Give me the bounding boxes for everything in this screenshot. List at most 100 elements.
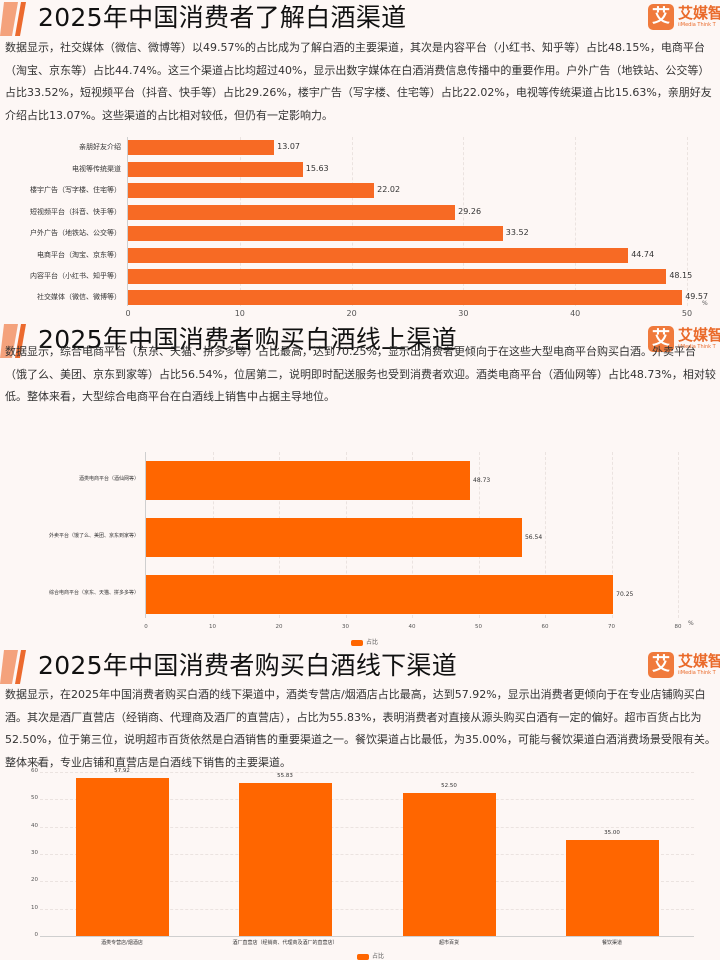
gridline — [40, 772, 694, 773]
x-tick-label: 40 — [408, 624, 416, 630]
value-label: 52.50 — [441, 782, 457, 789]
category-label: 超市百货 — [438, 940, 459, 946]
section-2-header: 2025年中国消费者购买白酒线上渠道 艾 艾媒智 iiMedia Think T — [0, 322, 720, 362]
section-1-title: 2025年中国消费者了解白酒渠道 — [38, 3, 407, 32]
value-label: 49.57 — [685, 292, 709, 301]
brand-subtitle: iiMedia Think T — [678, 344, 716, 350]
brand-logo: 艾 艾媒智 iiMedia Think T — [648, 326, 720, 356]
value-label: 22.02 — [377, 185, 401, 194]
category-label: 综合电商平台（京东、天猫、拼多多等） — [48, 590, 139, 597]
brand-name: 艾媒智 — [678, 326, 720, 344]
gridline — [40, 908, 694, 910]
brand-logo: 艾 艾媒智 iiMedia Think T — [648, 652, 720, 682]
bar — [128, 204, 456, 220]
x-tick-label: 20 — [275, 624, 283, 630]
section-2-title: 2025年中国消费者购买白酒线上渠道 — [38, 325, 458, 354]
bar — [128, 139, 275, 155]
gridline — [575, 137, 577, 306]
logo-icon: 艾 — [648, 4, 674, 30]
category-label: 户外广告（地铁站、公交等） — [30, 228, 121, 237]
legend-swatch-icon — [357, 953, 369, 960]
value-label: 70.25 — [616, 590, 634, 598]
chart-legend: 占比 — [351, 637, 378, 646]
x-tick-label: 40 — [570, 309, 581, 318]
value-label: 48.15 — [669, 271, 693, 280]
y-axis-unit: % — [37, 762, 43, 768]
category-label: 短视频平台（抖音、快手等） — [30, 207, 121, 216]
y-tick-label: 20 — [31, 877, 38, 884]
bar — [128, 247, 629, 263]
x-tick-label: 0 — [144, 624, 148, 630]
bar — [128, 161, 303, 177]
gridline — [463, 137, 465, 306]
value-label: 15.63 — [305, 164, 329, 173]
brand-logo: 艾 艾媒智 iiMedia Think T — [648, 4, 720, 34]
x-tick-label: 60 — [541, 624, 549, 630]
chart-legend: 占比 — [357, 951, 384, 960]
gridline — [678, 452, 679, 618]
value-label: 13.07 — [277, 142, 301, 151]
x-tick-label: 50 — [475, 624, 482, 630]
x-tick-label: 10 — [209, 624, 216, 630]
bar — [128, 289, 683, 305]
category-label: 外卖平台（饿了么、美团、京东到家等） — [48, 533, 139, 540]
category-label: 电视等传统渠道 — [72, 164, 121, 173]
value-label: 35.00 — [604, 830, 620, 837]
section-3-header: 2025年中国消费者购买白酒线下渠道 艾 艾媒智 iiMedia Think T — [0, 648, 720, 688]
bar — [146, 460, 471, 500]
x-tick-label: 30 — [342, 624, 349, 630]
x-tick-label: 80 — [674, 624, 682, 630]
gridline — [40, 799, 694, 801]
brand-subtitle: iiMedia Think T — [678, 22, 716, 28]
title-slash-icon — [0, 324, 26, 358]
x-tick-label: 50 — [681, 309, 693, 318]
brand-name: 艾媒智 — [678, 652, 720, 670]
x-tick-label: 30 — [458, 309, 469, 318]
unit-label: % — [688, 620, 694, 627]
gridline — [40, 881, 694, 883]
brand-name: 艾媒智 — [678, 4, 720, 22]
gridline — [611, 452, 613, 618]
x-tick-label: 70 — [608, 624, 615, 630]
bar — [402, 792, 496, 936]
legend-label: 占比 — [366, 639, 379, 646]
category-label: 内容平台（小红书、知乎等） — [30, 271, 121, 280]
value-label: 57.92 — [114, 767, 130, 774]
unit-label: % — [702, 300, 708, 307]
logo-icon: 艾 — [648, 652, 674, 678]
y-tick-label: 40 — [31, 822, 38, 829]
logo-icon: 艾 — [648, 326, 674, 352]
value-label: 56.54 — [524, 533, 543, 541]
legend-swatch-icon — [351, 639, 363, 646]
bar — [238, 783, 332, 936]
x-tick-label: 0 — [125, 309, 131, 318]
section-3-description: 数据显示，在2025年中国消费者购买白酒的线下渠道中，酒类专营店/烟酒店占比最高… — [5, 688, 716, 769]
category-label: 电商平台（淘宝、京东等） — [37, 250, 121, 259]
value-label: 33.52 — [505, 228, 529, 237]
bar — [146, 517, 522, 557]
legend-label: 占比 — [372, 953, 385, 960]
section-2-description: 数据显示，综合电商平台（京东、天猫、拼多多等）占比最高，达到70.25%，显示出… — [5, 345, 716, 403]
x-axis-line — [40, 936, 694, 937]
title-slash-icon — [0, 2, 26, 36]
category-label: 社交媒体（微信、微博等） — [37, 292, 121, 301]
gridline — [239, 137, 241, 306]
y-tick-label: 60 — [31, 768, 38, 774]
section-3-title: 2025年中国消费者购买白酒线下渠道 — [38, 651, 458, 680]
bar — [565, 840, 659, 936]
section-1-description: 数据显示，社交媒体（微信、微博等）以49.57%的占比成为了解白酒的主要渠道，其… — [5, 41, 712, 122]
bar — [128, 182, 375, 198]
category-label: 酒厂直营店（经销商、代理商及酒厂的直营店） — [232, 940, 338, 946]
y-axis-line — [145, 452, 146, 618]
chart-understanding-channels: 0 10 20 30 40 50 亲朋好友介绍 13.07 电视等传统渠道 15.63 楼宇广告（写… — [0, 0, 720, 320]
y-tick-label: 30 — [31, 850, 38, 856]
bar — [128, 225, 503, 241]
section-1-header: 2025年中国消费者了解白酒渠道 艾 艾媒智 iiMedia Think T — [0, 0, 720, 40]
gridline — [687, 137, 688, 306]
value-label: 55.83 — [277, 773, 293, 780]
brand-subtitle: iiMedia Think T — [678, 670, 716, 676]
category-label: 酒类电商平台（酒仙网等） — [78, 476, 139, 483]
gridline — [351, 137, 353, 306]
bar — [128, 268, 667, 284]
